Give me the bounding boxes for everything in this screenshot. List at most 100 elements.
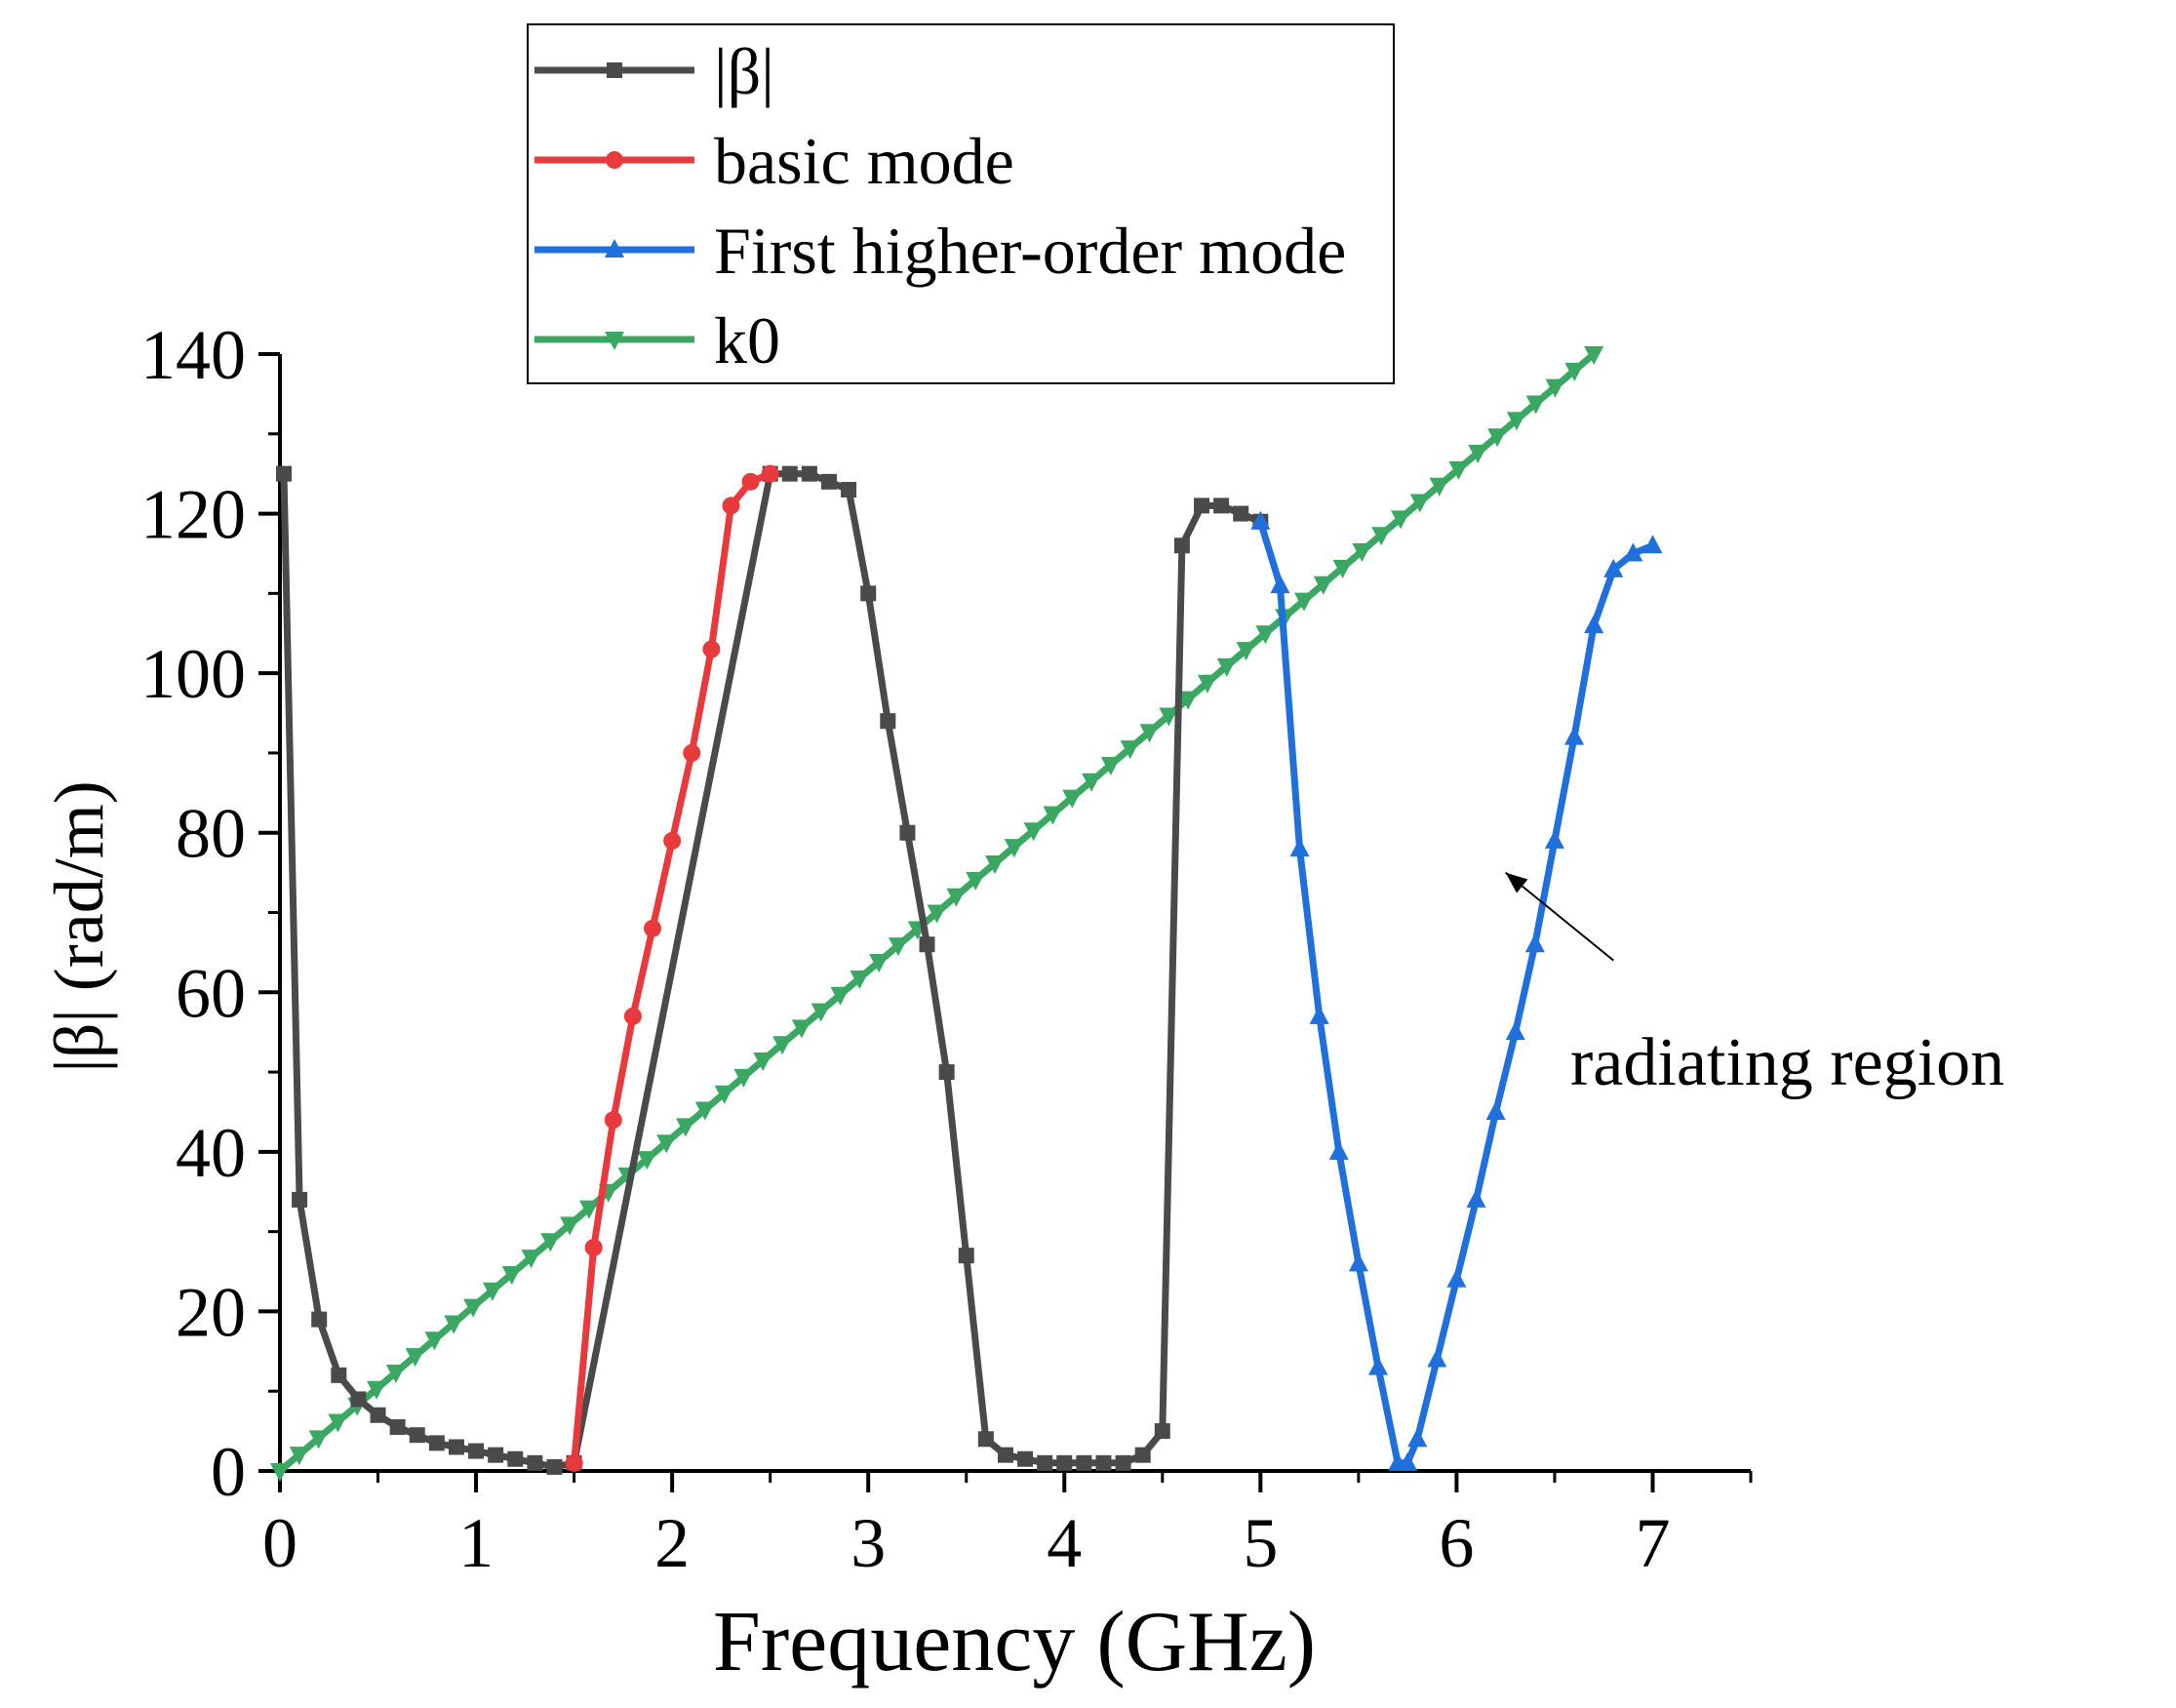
data-point — [676, 1118, 696, 1137]
x-tick-label: 1 — [458, 1504, 494, 1582]
data-point — [1348, 1252, 1368, 1272]
data-point — [1313, 576, 1333, 595]
data-point — [1100, 756, 1121, 775]
x-tick-label: 3 — [851, 1504, 886, 1582]
x-tick-label: 2 — [654, 1504, 690, 1582]
x-tick-label: 6 — [1439, 1504, 1474, 1582]
data-point — [1427, 1348, 1447, 1368]
data-point — [1082, 773, 1102, 792]
y-tick-label: 60 — [176, 954, 246, 1032]
data-point — [1056, 1454, 1073, 1471]
data-point — [1328, 1140, 1349, 1160]
x-tick-label: 0 — [262, 1504, 297, 1582]
legend-marker — [605, 239, 624, 258]
data-point — [1429, 477, 1449, 497]
data-point — [1352, 543, 1372, 563]
data-point — [1564, 362, 1585, 381]
data-point — [1154, 1423, 1170, 1440]
data-point — [1466, 1188, 1486, 1208]
data-point — [507, 1450, 524, 1467]
data-point — [527, 1454, 543, 1471]
data-point — [637, 1151, 657, 1171]
data-point — [850, 970, 870, 989]
data-point — [1564, 726, 1585, 745]
data-point — [841, 482, 857, 498]
legend-entry: basic mode — [534, 124, 1014, 198]
series-- — [276, 465, 1269, 1475]
data-point — [1134, 1447, 1151, 1463]
data-point — [1233, 505, 1249, 522]
series-k0 — [270, 346, 1604, 1482]
data-point — [946, 888, 967, 907]
data-point — [1409, 494, 1430, 513]
data-point — [1236, 642, 1256, 661]
data-point — [1023, 822, 1044, 842]
data-point — [899, 824, 916, 841]
data-point — [444, 1315, 464, 1334]
annotation-arrowhead — [1505, 872, 1528, 894]
data-point — [702, 640, 721, 658]
data-point — [656, 1134, 677, 1154]
data-point — [741, 472, 760, 491]
data-point — [1398, 1451, 1418, 1471]
data-point — [714, 1085, 734, 1104]
data-point — [820, 473, 837, 490]
data-point — [958, 1248, 974, 1264]
annotation-label: radiating region — [1570, 1025, 2004, 1100]
legend-marker — [607, 62, 622, 78]
data-point — [1371, 527, 1392, 546]
data-point — [938, 1064, 955, 1081]
y-tick-label: 40 — [176, 1114, 246, 1192]
series-line — [1256, 518, 1656, 1467]
data-point — [880, 713, 896, 730]
data-point — [1255, 625, 1276, 645]
data-point — [1446, 1268, 1467, 1288]
data-point — [276, 465, 293, 482]
legend: |β| basic mode First higher-order mode k0 — [527, 23, 1395, 384]
legend-label: First higher-order mode — [714, 214, 1346, 288]
data-point — [370, 1407, 386, 1423]
data-point — [1642, 535, 1663, 554]
legend-label: k0 — [714, 303, 780, 377]
data-point — [733, 1068, 754, 1088]
data-point — [694, 1101, 715, 1121]
data-point — [270, 1463, 290, 1482]
data-point — [311, 1311, 328, 1328]
data-point — [1216, 657, 1237, 677]
data-point — [927, 904, 947, 924]
data-point — [1623, 542, 1643, 562]
data-point — [860, 585, 877, 602]
data-point — [1178, 691, 1199, 710]
data-point — [578, 1200, 599, 1219]
data-point — [448, 1439, 464, 1455]
legend-box — [527, 23, 1395, 384]
data-point — [1004, 839, 1024, 858]
data-point — [367, 1380, 387, 1400]
axes: 0 1 2 3 4 5 6 7 0 20 40 60 80 100 120 140 — [140, 316, 1753, 1582]
data-point — [1584, 346, 1604, 365]
data-point — [389, 1419, 406, 1436]
y-tick-label: 140 — [140, 316, 246, 394]
data-point — [1544, 829, 1564, 849]
data-point — [1173, 537, 1190, 554]
data-point — [761, 464, 779, 483]
x-axis-label: Frequency (GHz) — [713, 1595, 1316, 1689]
data-point — [521, 1250, 541, 1269]
data-point — [1468, 445, 1488, 464]
data-point — [1391, 510, 1411, 530]
data-point — [830, 986, 851, 1006]
data-point — [801, 465, 817, 482]
data-point — [546, 1458, 563, 1475]
data-point — [966, 871, 986, 891]
data-point — [1062, 789, 1083, 809]
data-point — [1367, 1356, 1388, 1375]
data-point — [405, 1348, 425, 1368]
data-point — [1505, 1021, 1525, 1041]
data-point — [811, 1003, 831, 1022]
series-area — [270, 346, 1663, 1482]
data-point — [1017, 1450, 1034, 1467]
data-point — [482, 1282, 502, 1301]
data-point — [1485, 1100, 1506, 1120]
data-point — [1213, 497, 1230, 514]
